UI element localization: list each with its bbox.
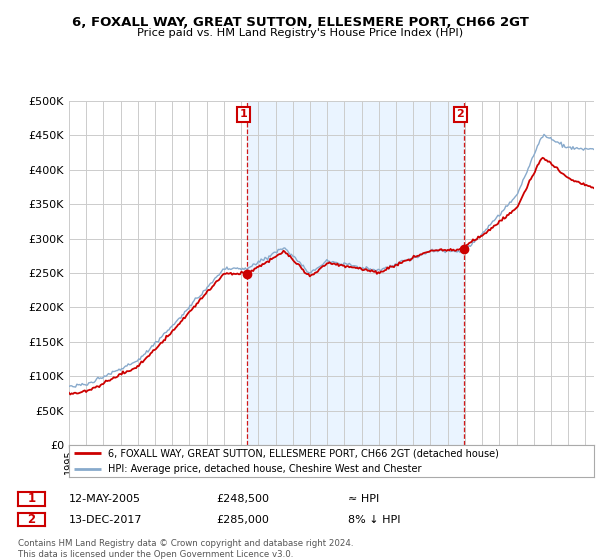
Text: £285,000: £285,000 bbox=[216, 515, 269, 525]
Text: 6, FOXALL WAY, GREAT SUTTON, ELLESMERE PORT, CH66 2GT (detached house): 6, FOXALL WAY, GREAT SUTTON, ELLESMERE P… bbox=[109, 449, 499, 459]
Text: 12-MAY-2005: 12-MAY-2005 bbox=[69, 494, 141, 504]
Text: Price paid vs. HM Land Registry's House Price Index (HPI): Price paid vs. HM Land Registry's House … bbox=[137, 28, 463, 38]
Text: 13-DEC-2017: 13-DEC-2017 bbox=[69, 515, 143, 525]
Text: 1: 1 bbox=[28, 492, 35, 506]
Text: 2: 2 bbox=[456, 109, 464, 119]
Text: ≈ HPI: ≈ HPI bbox=[348, 494, 379, 504]
Text: HPI: Average price, detached house, Cheshire West and Chester: HPI: Average price, detached house, Ches… bbox=[109, 464, 422, 474]
Text: 1: 1 bbox=[239, 109, 247, 119]
Text: 2: 2 bbox=[28, 513, 35, 526]
Text: £248,500: £248,500 bbox=[216, 494, 269, 504]
Text: Contains HM Land Registry data © Crown copyright and database right 2024.
This d: Contains HM Land Registry data © Crown c… bbox=[18, 539, 353, 559]
Bar bbox=[247, 101, 464, 445]
Text: 8% ↓ HPI: 8% ↓ HPI bbox=[348, 515, 401, 525]
Text: 6, FOXALL WAY, GREAT SUTTON, ELLESMERE PORT, CH66 2GT: 6, FOXALL WAY, GREAT SUTTON, ELLESMERE P… bbox=[71, 16, 529, 29]
